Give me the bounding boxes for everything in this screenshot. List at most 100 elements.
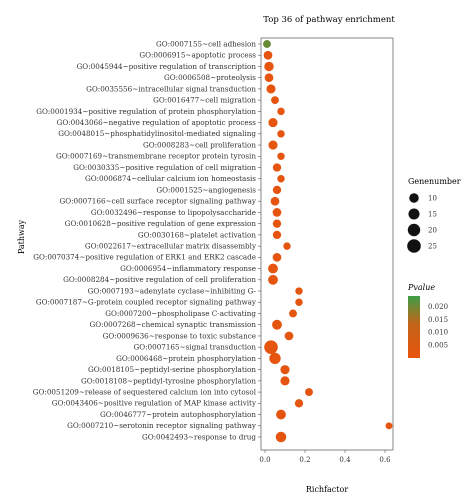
y-tick-label: GO:0018105~peptidyl-serine phosphorylati… <box>88 365 256 374</box>
y-tick-label: GO:0009636~response to toxic substance <box>103 331 256 340</box>
size-legend-marker <box>408 208 420 220</box>
y-tick-label: GO:0007268~chemical synaptic transmissio… <box>90 320 257 329</box>
y-tick-label: GO:0008284~positive regulation of cell p… <box>63 275 256 284</box>
plot-panel <box>260 37 394 451</box>
data-point <box>272 219 282 228</box>
y-tick-label: GO:0051209~release of sequestered calciu… <box>33 387 257 396</box>
data-point <box>277 175 285 183</box>
data-point <box>277 107 285 116</box>
data-point <box>280 376 290 386</box>
y-tick-label: GO:0042493~response to drug <box>142 432 256 441</box>
data-point <box>264 340 278 354</box>
data-point <box>270 196 280 206</box>
y-tick-label: GO:0006915~apoptotic process <box>139 51 256 60</box>
size-legend: 10 15 20 25 <box>407 193 437 253</box>
y-tick-label: GO:0046777~protein autophosphorylation <box>100 410 256 419</box>
data-point <box>272 319 282 330</box>
y-tick-label: GO:0006954~inflammatory response <box>120 264 256 273</box>
data-point <box>277 152 285 160</box>
data-point <box>272 230 282 240</box>
data-points <box>263 40 393 443</box>
y-tick-label: GO:0016477~cell migration <box>153 96 256 105</box>
size-legend-label: 20 <box>428 227 437 235</box>
x-axis-label: Richfactor <box>306 485 348 494</box>
x-tick-label: 0.2 <box>299 456 310 464</box>
y-tick-label: GO:0006468~protein phosphorylation <box>116 354 256 363</box>
y-tick-label: GO:0006508~proteolysis <box>164 73 256 82</box>
x-tick-label: 0.0 <box>259 456 270 464</box>
y-tick-label: GO:0001525~angiogenesis <box>156 185 256 194</box>
y-tick-label: GO:0007166~cell surface receptor signali… <box>59 197 256 206</box>
y-tick-label: GO:0018108~peptidyl-tyrosine phosphoryla… <box>81 376 256 385</box>
y-tick-label: GO:0007210~serotonin receptor signaling … <box>67 421 257 430</box>
color-legend-label: 0.015 <box>428 316 448 324</box>
color-legend: 0.005 0.010 0.015 0.020 <box>420 303 448 350</box>
data-point <box>272 185 282 195</box>
color-legend-label: 0.010 <box>428 329 448 337</box>
data-point <box>275 431 287 443</box>
data-point <box>276 409 286 420</box>
data-point <box>284 331 294 341</box>
y-tick-label: GO:0008283~cell proliferation <box>143 140 256 149</box>
y-tick-label: GO:0070374~positive regulation of ERK1 a… <box>33 253 256 262</box>
color-legend-label: 0.005 <box>428 342 448 350</box>
data-point <box>263 40 271 48</box>
data-point <box>289 309 297 318</box>
y-tick-label: GO:0007155~cell adhesion <box>156 39 256 48</box>
data-point <box>295 287 303 295</box>
y-tick-label: GO:0007169~transmembrane receptor protei… <box>56 152 256 161</box>
data-point <box>264 73 274 83</box>
color-bar <box>408 296 420 358</box>
y-tick-label: GO:0010628~positive regulation of gene e… <box>65 219 257 228</box>
y-tick-label: GO:0007200~phospholipase C-activating <box>105 309 256 318</box>
size-legend-label: 25 <box>428 243 437 251</box>
size-legend-label: 15 <box>428 211 437 219</box>
y-tick-label: GO:0048015~phosphatidylinositol-mediated… <box>58 129 256 138</box>
y-tick-label: GO:0007193~adenylate cyclase~inhibiting … <box>88 286 257 295</box>
color-legend-title: Pvalue <box>407 283 435 292</box>
size-legend-title: Genenumber <box>408 177 461 186</box>
data-point <box>268 274 278 285</box>
data-point <box>272 252 282 262</box>
chart-title: Top 36 of pathway enrichment <box>263 15 395 25</box>
y-tick-label: GO:0007187~G-protein coupled receptor si… <box>36 298 257 307</box>
size-legend-label: 10 <box>428 195 437 203</box>
size-legend-marker <box>407 223 421 237</box>
data-point <box>263 50 273 60</box>
y-tick-label: GO:0043066~negative regulation of apopto… <box>57 118 257 127</box>
y-tick-group: GO:0007155~cell adhesion GO:0006915~apopt… <box>33 39 261 441</box>
data-point <box>295 298 303 306</box>
size-legend-marker <box>409 193 419 203</box>
data-point <box>272 208 282 217</box>
x-tick-label: 0.4 <box>339 456 351 464</box>
data-point <box>305 388 313 397</box>
data-point <box>272 163 282 172</box>
data-point <box>264 61 274 72</box>
data-point <box>294 399 304 408</box>
data-point <box>271 96 279 105</box>
data-point <box>268 263 278 274</box>
y-tick-label: GO:0045944~positive regulation of transc… <box>77 62 257 71</box>
y-tick-label: GO:0001934~positive regulation of protei… <box>36 107 256 116</box>
x-tick-label: 0.6 <box>379 456 391 464</box>
size-legend-marker <box>407 239 421 253</box>
data-point <box>266 84 276 94</box>
y-tick-label: GO:0035556~intracellular signal transduc… <box>86 84 256 93</box>
data-point <box>283 242 291 250</box>
data-point <box>277 130 285 138</box>
y-tick-label: GO:0030168~platelet activation <box>138 230 256 239</box>
color-legend-label: 0.020 <box>428 303 448 311</box>
data-point <box>268 118 278 128</box>
y-tick-label: GO:0007165~signal transduction <box>134 343 257 352</box>
data-point <box>269 352 281 365</box>
y-tick-label: GO:0030335~positive regulation of cell m… <box>73 163 256 172</box>
y-tick-label: GO:0022617~extracellular matrix disassem… <box>85 242 257 251</box>
data-point <box>280 365 290 375</box>
y-tick-label: GO:0032496~response to lipopolysaccharid… <box>91 208 256 217</box>
x-tick-group: 0.0 0.2 0.4 0.6 <box>259 450 391 464</box>
y-tick-label: GO:0043406~positive regulation of MAP ki… <box>52 399 257 408</box>
data-point <box>268 140 278 150</box>
y-axis-label: Pathway <box>17 219 26 254</box>
y-tick-label: GO:0006874~cellular calcium ion homeosta… <box>85 174 256 183</box>
